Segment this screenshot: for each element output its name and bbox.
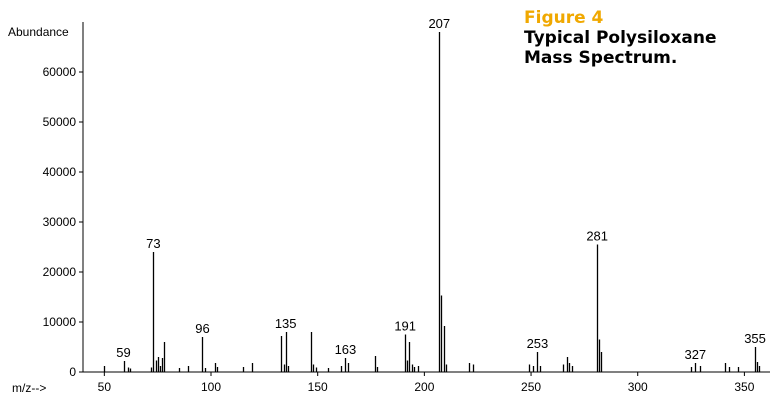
figure-caption-line-2: Mass Spectrum.: [524, 48, 678, 68]
y-tick-label: 10000: [43, 315, 77, 329]
y-tick-label: 60000: [43, 65, 77, 79]
y-tick-label: 40000: [43, 165, 77, 179]
x-tick-label: 200: [414, 380, 434, 394]
peak-label: 191: [394, 319, 416, 334]
peak-label: 207: [428, 16, 450, 31]
x-tick-label: 100: [201, 380, 221, 394]
x-tick-label: 150: [308, 380, 328, 394]
y-tick-label: 30000: [43, 215, 77, 229]
x-axis: m/z--> 50 100 150 200 250 300 350: [12, 371, 770, 395]
x-tick-label: 50: [98, 380, 112, 394]
figure-title-block: Figure 4 Typical Polysiloxane Mass Spect…: [524, 8, 717, 68]
x-axis-label: m/z-->: [12, 381, 46, 395]
peak-label: 281: [586, 229, 608, 244]
peak-label: 253: [527, 336, 549, 351]
figure-caption-line-1: Typical Polysiloxane: [524, 28, 717, 48]
peak-label: 163: [335, 342, 357, 357]
x-tick-label: 250: [521, 380, 541, 394]
figure-number: Figure 4: [524, 8, 604, 28]
peak-label: 327: [684, 347, 706, 362]
peak-label: 73: [146, 236, 160, 251]
y-tick-label: 50000: [43, 115, 77, 129]
x-tick-label: 350: [734, 380, 754, 394]
x-tick-label: 300: [628, 380, 648, 394]
y-tick-label: 20000: [43, 265, 77, 279]
peak-bars: [103, 32, 761, 372]
y-axis-label: Abundance: [8, 25, 69, 39]
y-tick-label: 0: [69, 365, 76, 379]
peak-label: 135: [275, 316, 297, 331]
peak-label: 59: [116, 345, 130, 360]
y-axis: Abundance 0 10000 20000 30000 40000 50000 60000: [8, 22, 84, 379]
peak-label: 96: [195, 321, 209, 336]
peak-labels: 59 73 96 135 163 191 207 253 281 327 355: [116, 16, 766, 362]
peak-label: 355: [744, 331, 766, 346]
